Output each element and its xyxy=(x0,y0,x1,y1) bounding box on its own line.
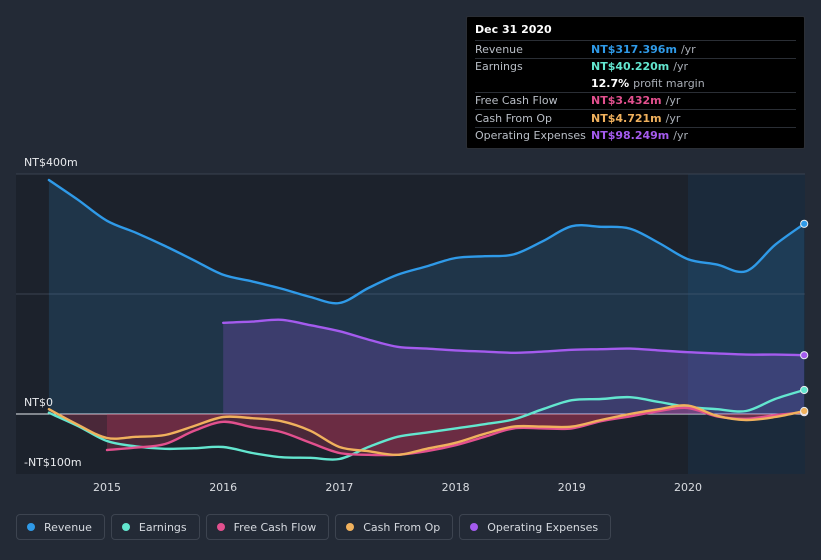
revenue-area xyxy=(48,180,805,414)
legend-free-cash-flow[interactable]: Free Cash Flow xyxy=(205,514,330,540)
legend-label: Free Cash Flow xyxy=(233,520,317,534)
x-tick-label: 2016 xyxy=(209,481,237,494)
legend-label: Operating Expenses xyxy=(487,520,599,534)
tooltip-value: NT$4.721m xyxy=(591,111,662,125)
tooltip-value: NT$98.249m xyxy=(591,129,670,143)
tooltip-unit: /yr xyxy=(673,129,689,143)
tooltip-value: 12.7% xyxy=(591,76,630,90)
operating-expenses-line xyxy=(222,318,806,357)
operating-expenses-area xyxy=(223,319,805,414)
plot-background xyxy=(16,174,805,474)
legend-revenue[interactable]: Revenue xyxy=(16,514,105,540)
tooltip-value: NT$3.432m xyxy=(591,94,662,108)
x-tick-label: 2019 xyxy=(558,481,586,494)
tooltip-label: Free Cash Flow xyxy=(475,94,558,108)
free-cash-flow-dot-icon xyxy=(216,523,225,531)
tooltip-row-fcf: Free Cash Flow NT$3.432m /yr xyxy=(475,91,796,110)
y-label-zero: NT$0 xyxy=(24,396,53,409)
x-tick-label: 2017 xyxy=(325,481,353,494)
free-cash-flow-negative-area xyxy=(107,407,805,456)
tooltip-row-earnings: Earnings NT$40.220m /yr xyxy=(475,57,796,76)
legend-label: Cash From Op xyxy=(363,520,441,534)
tooltip-row-opex: Operating Expenses NT$98.249m /yr xyxy=(475,126,796,145)
tooltip-value: NT$40.220m xyxy=(591,60,670,74)
legend-operating-expenses[interactable]: Operating Expenses xyxy=(459,514,612,540)
tooltip-row-revenue: Revenue NT$317.396m /yr xyxy=(475,40,796,58)
tooltip-panel: Dec 31 2020 Revenue NT$317.396m /yr Earn… xyxy=(466,16,805,149)
legend-label: Earnings xyxy=(138,520,187,534)
y-label-top: NT$400m xyxy=(24,156,78,169)
legend: Revenue Earnings Free Cash Flow Cash Fro… xyxy=(16,514,617,540)
earnings-end-point xyxy=(800,385,809,395)
revenue-end-point xyxy=(800,219,809,228)
tooltip-label: Earnings xyxy=(475,60,523,74)
tooltip-label: Operating Expenses xyxy=(475,129,586,143)
x-tick-label: 2018 xyxy=(442,481,470,494)
legend-label: Revenue xyxy=(44,520,92,534)
cash-from-op-line xyxy=(47,404,806,457)
x-tick-label: 2020 xyxy=(674,481,702,494)
y-label-bottom: -NT$100m xyxy=(24,456,82,469)
tooltip-label: Revenue xyxy=(475,42,523,56)
tooltip-unit: profit margin xyxy=(633,76,705,90)
chart: NT$400m NT$0 -NT$100m 2015 2016 2017 2018 20… xyxy=(16,156,809,494)
cash-from-op-negative-area xyxy=(48,405,805,455)
operating-expenses-end-point xyxy=(800,351,809,360)
revenue-line xyxy=(47,178,806,305)
tooltip-unit: /yr xyxy=(665,111,681,125)
tooltip-unit: /yr xyxy=(680,42,696,56)
revenue-dot-icon xyxy=(27,523,35,531)
tooltip-unit: /yr xyxy=(673,60,689,74)
highlight-region xyxy=(688,174,805,474)
free-cash-flow-line xyxy=(105,406,806,457)
operating-expenses-dot-icon xyxy=(470,523,479,531)
tooltip-unit: /yr xyxy=(665,94,681,108)
legend-cash-from-op[interactable]: Cash From Op xyxy=(335,514,454,540)
tooltip-date: Dec 31 2020 xyxy=(475,23,552,36)
x-tick-label: 2015 xyxy=(93,481,121,494)
tooltip-row-margin: 12.7% profit margin xyxy=(475,75,796,92)
earnings-dot-icon xyxy=(121,523,130,531)
tooltip-value: NT$317.396m xyxy=(591,42,677,56)
cash-from-op-dot-icon xyxy=(346,523,355,531)
tooltip-label: Cash From Op xyxy=(475,111,553,125)
cash-from-op-end-point xyxy=(800,406,809,416)
tooltip-row-cfo: Cash From Op NT$4.721m /yr xyxy=(475,109,796,127)
legend-earnings[interactable]: Earnings xyxy=(110,514,200,540)
